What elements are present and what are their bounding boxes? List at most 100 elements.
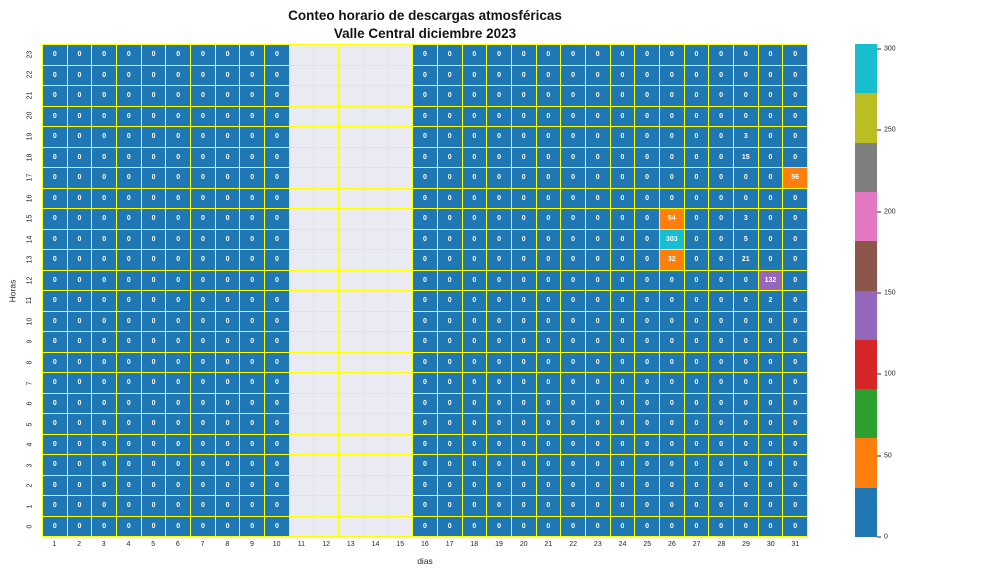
heatmap-cell: 0: [709, 147, 733, 167]
x-tick-label: 15: [396, 541, 405, 548]
heatmap-cell: 0: [487, 147, 511, 167]
heatmap-cell: [314, 106, 339, 126]
heatmap-cell: 0: [511, 65, 536, 85]
heatmap-cell: 0: [561, 434, 585, 454]
heatmap-cell: [289, 332, 314, 352]
heatmap-cell: [388, 516, 413, 536]
heatmap-cell: [388, 147, 413, 167]
heatmap-cell: [314, 188, 339, 208]
heatmap-cell: 0: [141, 270, 166, 290]
colorbar-tick-value: 200: [884, 208, 896, 216]
x-tick-label: 16: [421, 541, 429, 548]
heatmap-cell: [314, 475, 339, 495]
heatmap-cell: [388, 168, 413, 188]
heatmap-cell: [388, 188, 413, 208]
heatmap-cell: 0: [413, 455, 437, 475]
heatmap-cell: 0: [413, 188, 437, 208]
heatmap-cell: 0: [141, 352, 166, 372]
heatmap-cell: 0: [783, 393, 807, 413]
colorbar-tick-value: 100: [884, 370, 896, 378]
heatmap-cell: 0: [511, 147, 536, 167]
heatmap-cell: 0: [462, 414, 487, 434]
heatmap-cell: 0: [462, 147, 487, 167]
heatmap-cell: 0: [413, 168, 437, 188]
heatmap-cell: 0: [215, 373, 240, 393]
heatmap-cell: 0: [783, 455, 807, 475]
x-tick-label: 13: [346, 541, 355, 548]
heatmap-cell: 0: [191, 106, 215, 126]
colorbar-tick-mark: [877, 536, 881, 538]
heatmap-cell: 0: [635, 516, 659, 536]
heatmap-cell: 0: [561, 414, 585, 434]
heatmap-cell: [339, 414, 363, 434]
heatmap-cell: 0: [487, 393, 511, 413]
heatmap-cell: 0: [413, 291, 437, 311]
x-tick-label: 3: [101, 541, 106, 548]
heatmap-cell: 0: [684, 496, 709, 516]
heatmap-cell: 0: [92, 414, 117, 434]
heatmap-cell: 0: [635, 65, 659, 85]
heatmap-cell: 0: [413, 332, 437, 352]
heatmap-cell: 0: [462, 332, 487, 352]
heatmap-cell: 0: [117, 250, 141, 270]
heatmap-cell: 0: [635, 127, 659, 147]
heatmap-cell: 0: [462, 127, 487, 147]
heatmap-cell: [339, 291, 363, 311]
heatmap-cell: 0: [758, 168, 783, 188]
heatmap-cell: 0: [487, 455, 511, 475]
heatmap-cell: 0: [117, 106, 141, 126]
heatmap-cell: 0: [215, 434, 240, 454]
heatmap-cell: 0: [191, 311, 215, 331]
heatmap-cell: 0: [43, 65, 67, 85]
heatmap-cell: 0: [561, 86, 585, 106]
chart-title-line1: Conteo horario de descargas atmosféricas: [288, 8, 562, 23]
heatmap-cell: 0: [462, 455, 487, 475]
heatmap-cell: 32: [659, 250, 684, 270]
heatmap-cell: 0: [215, 516, 240, 536]
heatmap-cell: 0: [659, 127, 684, 147]
heatmap-cell: 0: [487, 106, 511, 126]
heatmap-cell: [339, 516, 363, 536]
heatmap-cell: 0: [240, 209, 265, 229]
heatmap-cell: 0: [43, 352, 67, 372]
heatmap-cell: 0: [43, 434, 67, 454]
heatmap-cell: 0: [141, 250, 166, 270]
heatmap-cell: 0: [635, 209, 659, 229]
heatmap-cell: 0: [536, 455, 561, 475]
heatmap-cell: 0: [758, 516, 783, 536]
heatmap-cell: 0: [684, 209, 709, 229]
x-tick-label: 22: [569, 541, 578, 548]
heatmap-cell: 0: [462, 496, 487, 516]
heatmap-cell: [363, 65, 388, 85]
heatmap-cell: 0: [166, 496, 191, 516]
heatmap-cell: 0: [462, 229, 487, 249]
heatmap-cell: [289, 393, 314, 413]
heatmap-cell: 0: [191, 393, 215, 413]
heatmap-cell: 0: [240, 393, 265, 413]
heatmap-cell: 0: [215, 332, 240, 352]
heatmap-cell: 0: [67, 434, 92, 454]
heatmap-cell: [388, 209, 413, 229]
heatmap-cell: 0: [141, 311, 166, 331]
heatmap-cell: 0: [610, 455, 635, 475]
heatmap-cell: 0: [166, 250, 191, 270]
heatmap-cell: [314, 147, 339, 167]
heatmap-cell: [388, 45, 413, 65]
heatmap-cell: 0: [166, 106, 191, 126]
heatmap-cell: 0: [191, 352, 215, 372]
heatmap-cell: 0: [117, 332, 141, 352]
heatmap-cell: 0: [413, 434, 437, 454]
heatmap-cell: 0: [635, 311, 659, 331]
heatmap-cell: 0: [240, 516, 265, 536]
heatmap-cell: 0: [635, 496, 659, 516]
heatmap-cell: [314, 65, 339, 85]
heatmap-cell: 0: [783, 188, 807, 208]
heatmap-cell: 0: [141, 229, 166, 249]
heatmap-cell: 0: [141, 291, 166, 311]
heatmap-cell: 0: [585, 291, 610, 311]
heatmap-cell: 0: [561, 229, 585, 249]
colorbar-tick-mark: [877, 455, 881, 457]
heatmap-cell: 0: [191, 373, 215, 393]
heatmap-cell: 0: [43, 496, 67, 516]
colorbar-segment: [855, 93, 877, 143]
